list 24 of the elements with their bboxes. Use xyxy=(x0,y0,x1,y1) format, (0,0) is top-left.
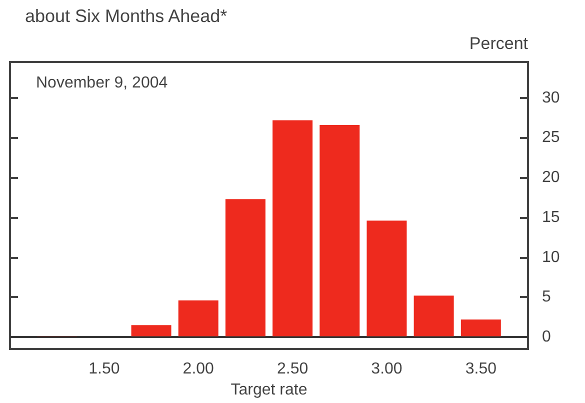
y-tick-label: 30 xyxy=(542,89,560,106)
bar xyxy=(414,296,454,338)
bar xyxy=(320,124,360,338)
y-tick-label: 15 xyxy=(542,208,560,226)
y-tick-label: 25 xyxy=(542,129,560,146)
y-axis-title: Percent xyxy=(469,34,528,53)
y-tick-label: 10 xyxy=(542,248,560,266)
bar xyxy=(272,120,313,338)
y-tick-label: 5 xyxy=(542,288,551,306)
x-tick-label: 3.50 xyxy=(465,360,497,378)
bar xyxy=(131,325,172,338)
bar xyxy=(225,199,266,338)
annotation: November 9, 2004 xyxy=(36,74,168,92)
x-tick-label: 2.50 xyxy=(276,360,308,378)
chart-title: about Six Months Ahead* xyxy=(25,6,228,26)
x-axis-title: Target rate xyxy=(230,381,308,398)
bar xyxy=(178,300,218,338)
bar xyxy=(460,320,501,338)
bar xyxy=(366,220,407,338)
y-tick-label: 0 xyxy=(542,328,551,346)
x-tick-label: 2.00 xyxy=(182,360,214,378)
x-tick-label: 3.00 xyxy=(371,360,402,378)
y-tick-label: 20 xyxy=(542,169,560,186)
x-tick-label: 1.50 xyxy=(88,360,120,378)
